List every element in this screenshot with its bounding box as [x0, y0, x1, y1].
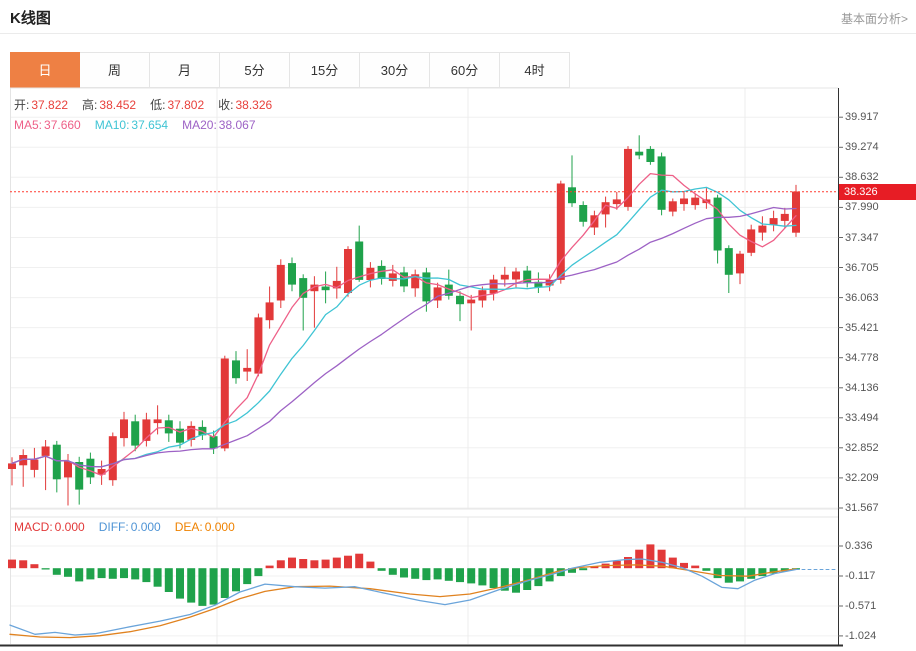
diff-value: 0.000: [130, 520, 161, 534]
open-label: 开:: [14, 98, 30, 112]
price-axis-label: 39.274: [845, 141, 879, 154]
price-axis-label: 39.917: [845, 111, 879, 124]
macd-lines: [9, 558, 839, 639]
ma10-label: MA10:: [94, 118, 130, 132]
price-axis-label: 34.136: [845, 381, 879, 394]
tab-5min[interactable]: 5分: [220, 52, 290, 88]
current-price-badge: 38.326: [839, 184, 916, 200]
ma5-label: MA5:: [14, 118, 43, 132]
close-value: 38.326: [235, 98, 273, 112]
header-divider: [0, 33, 916, 34]
ma-lines: [11, 172, 797, 477]
page-title: K线图: [10, 10, 51, 27]
price-axis-label: 31.567: [845, 502, 879, 514]
macd-axis-label: -1.024: [845, 629, 877, 642]
low-label: 低:: [150, 98, 166, 112]
ma5-value: 37.660: [44, 118, 81, 132]
macd-info: MACD: 0.000 DIFF: 0.000 DEA: 0.000: [14, 520, 249, 534]
ma20-value: 38.067: [218, 118, 256, 132]
tab-30min[interactable]: 30分: [360, 52, 430, 88]
diff-label: DIFF:: [98, 520, 129, 534]
ma20-label: MA20:: [182, 118, 217, 132]
tab-day[interactable]: 日: [10, 52, 80, 88]
macd-axis-label: -0.571: [845, 600, 877, 612]
price-axis-label: 32.852: [845, 441, 879, 454]
dea-label: DEA:: [174, 520, 203, 534]
high-value: 38.452: [99, 98, 137, 112]
price-axis-label: 34.778: [845, 351, 879, 364]
dea-value: 0.000: [204, 520, 235, 534]
tab-60min[interactable]: 60分: [430, 52, 500, 88]
macd-label: MACD:: [14, 520, 53, 534]
gridlines: [10, 87, 838, 644]
price-axis-label: 32.209: [845, 471, 879, 484]
candles: [8, 135, 800, 506]
macd-axis-label: 0.336: [845, 540, 873, 552]
price-axis-label: 36.063: [845, 291, 879, 304]
low-value: 37.802: [167, 98, 205, 112]
price-axis-label: 33.494: [845, 411, 879, 424]
price-axis-line: [0, 88, 843, 647]
macd-value: 0.000: [54, 520, 85, 534]
fundamental-analysis-link[interactable]: 基本面分析>: [840, 12, 908, 26]
price-axis-label: 35.421: [845, 321, 879, 334]
ohlc-info: 开: 37.822 高: 38.452 低: 37.802 收: 38.326: [14, 96, 286, 113]
close-label: 收:: [218, 98, 234, 112]
period-tab-bar: 日周月 5分 15分 30分 60分 4时: [10, 52, 570, 88]
open-value: 37.822: [31, 98, 69, 112]
price-axis-label: 38.632: [845, 171, 879, 184]
tab-month[interactable]: 月: [150, 52, 220, 88]
price-axis-label: 36.705: [845, 261, 879, 274]
price-axis-label: 37.990: [845, 201, 879, 214]
ma10-value: 37.654: [131, 118, 169, 132]
high-label: 高:: [82, 98, 98, 112]
macd-axis-label: -0.117: [845, 570, 876, 582]
ma-info: MA5: 37.660 MA10: 37.654 MA20: 38.067: [14, 118, 270, 132]
price-axis-label: 37.347: [845, 231, 879, 244]
